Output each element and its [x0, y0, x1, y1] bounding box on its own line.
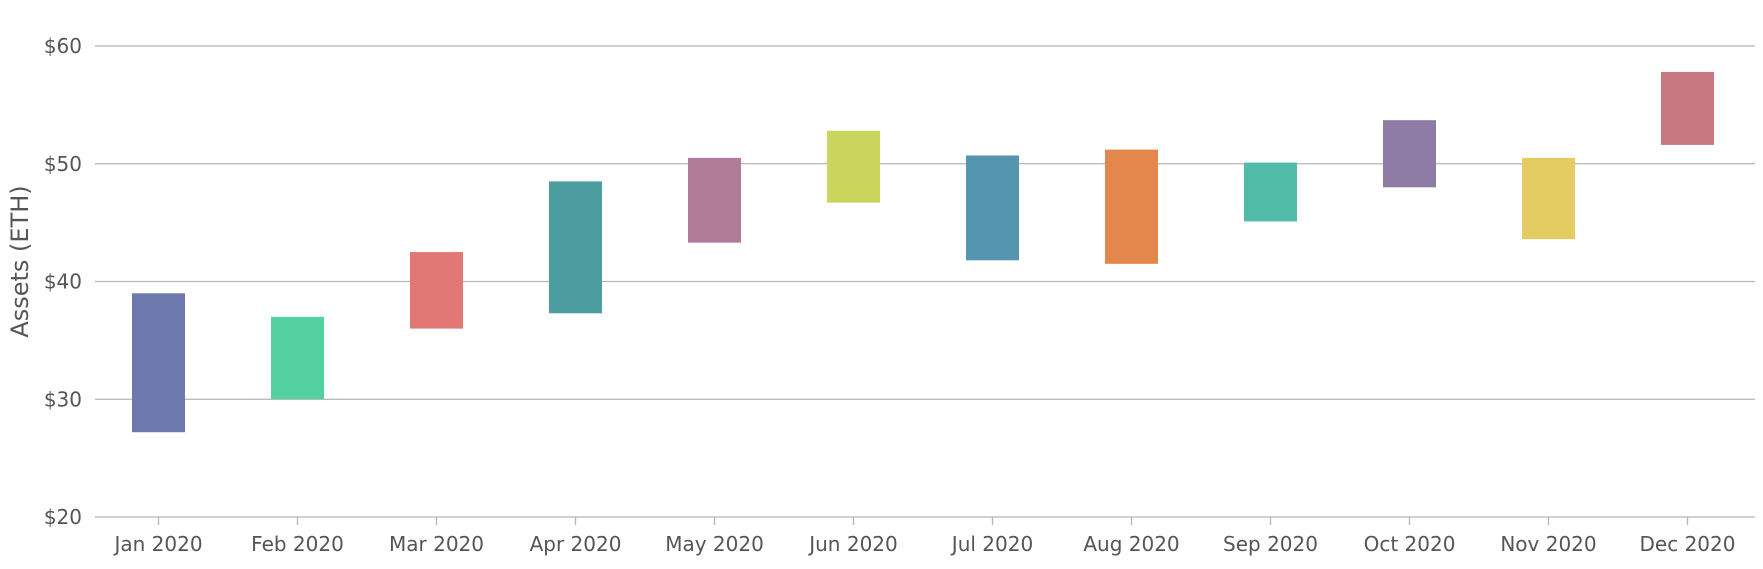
bar-aug-2020[interactable]	[1105, 149, 1158, 264]
x-tick-label: Feb 2020	[251, 532, 344, 556]
y-tick-label: $30	[44, 387, 82, 411]
x-tick-label: Jan 2020	[112, 532, 202, 556]
y-axis-title: Assets (ETH)	[6, 185, 34, 337]
y-tick-label: $50	[44, 152, 82, 176]
x-tick-label: Oct 2020	[1364, 532, 1456, 556]
bar-oct-2020[interactable]	[1383, 120, 1436, 188]
x-tick-label: Dec 2020	[1640, 532, 1736, 556]
y-tick-label: $60	[44, 34, 82, 58]
x-tick-label: Nov 2020	[1500, 532, 1596, 556]
x-tick-label: Jun 2020	[807, 532, 898, 556]
bars	[132, 71, 1714, 433]
x-tick-label: Jul 2020	[950, 532, 1033, 556]
bar-dec-2020[interactable]	[1661, 71, 1714, 145]
x-tick-label: Mar 2020	[389, 532, 484, 556]
bar-jan-2020[interactable]	[132, 293, 185, 433]
x-tick-label: May 2020	[665, 532, 764, 556]
bar-may-2020[interactable]	[688, 157, 741, 243]
x-axis: Jan 2020 Feb 2020 Mar 2020 Apr 2020 May 2020…	[95, 516, 1755, 556]
x-tick-label: Aug 2020	[1083, 532, 1179, 556]
bar-feb-2020[interactable]	[271, 316, 324, 400]
y-axis-ticks: $20 $30 $40 $50 $60	[44, 34, 82, 529]
grid	[95, 45, 1755, 400]
x-tick-label: Sep 2020	[1223, 532, 1318, 556]
bar-apr-2020[interactable]	[549, 181, 602, 314]
y-tick-label: $40	[44, 270, 82, 294]
bar-mar-2020[interactable]	[410, 252, 463, 329]
bar-jul-2020[interactable]	[966, 155, 1019, 261]
y-tick-label: $20	[44, 505, 82, 529]
bar-sep-2020[interactable]	[1244, 162, 1297, 222]
bar-jun-2020[interactable]	[827, 130, 880, 203]
bar-nov-2020[interactable]	[1522, 157, 1575, 240]
x-tick-label: Apr 2020	[530, 532, 622, 556]
